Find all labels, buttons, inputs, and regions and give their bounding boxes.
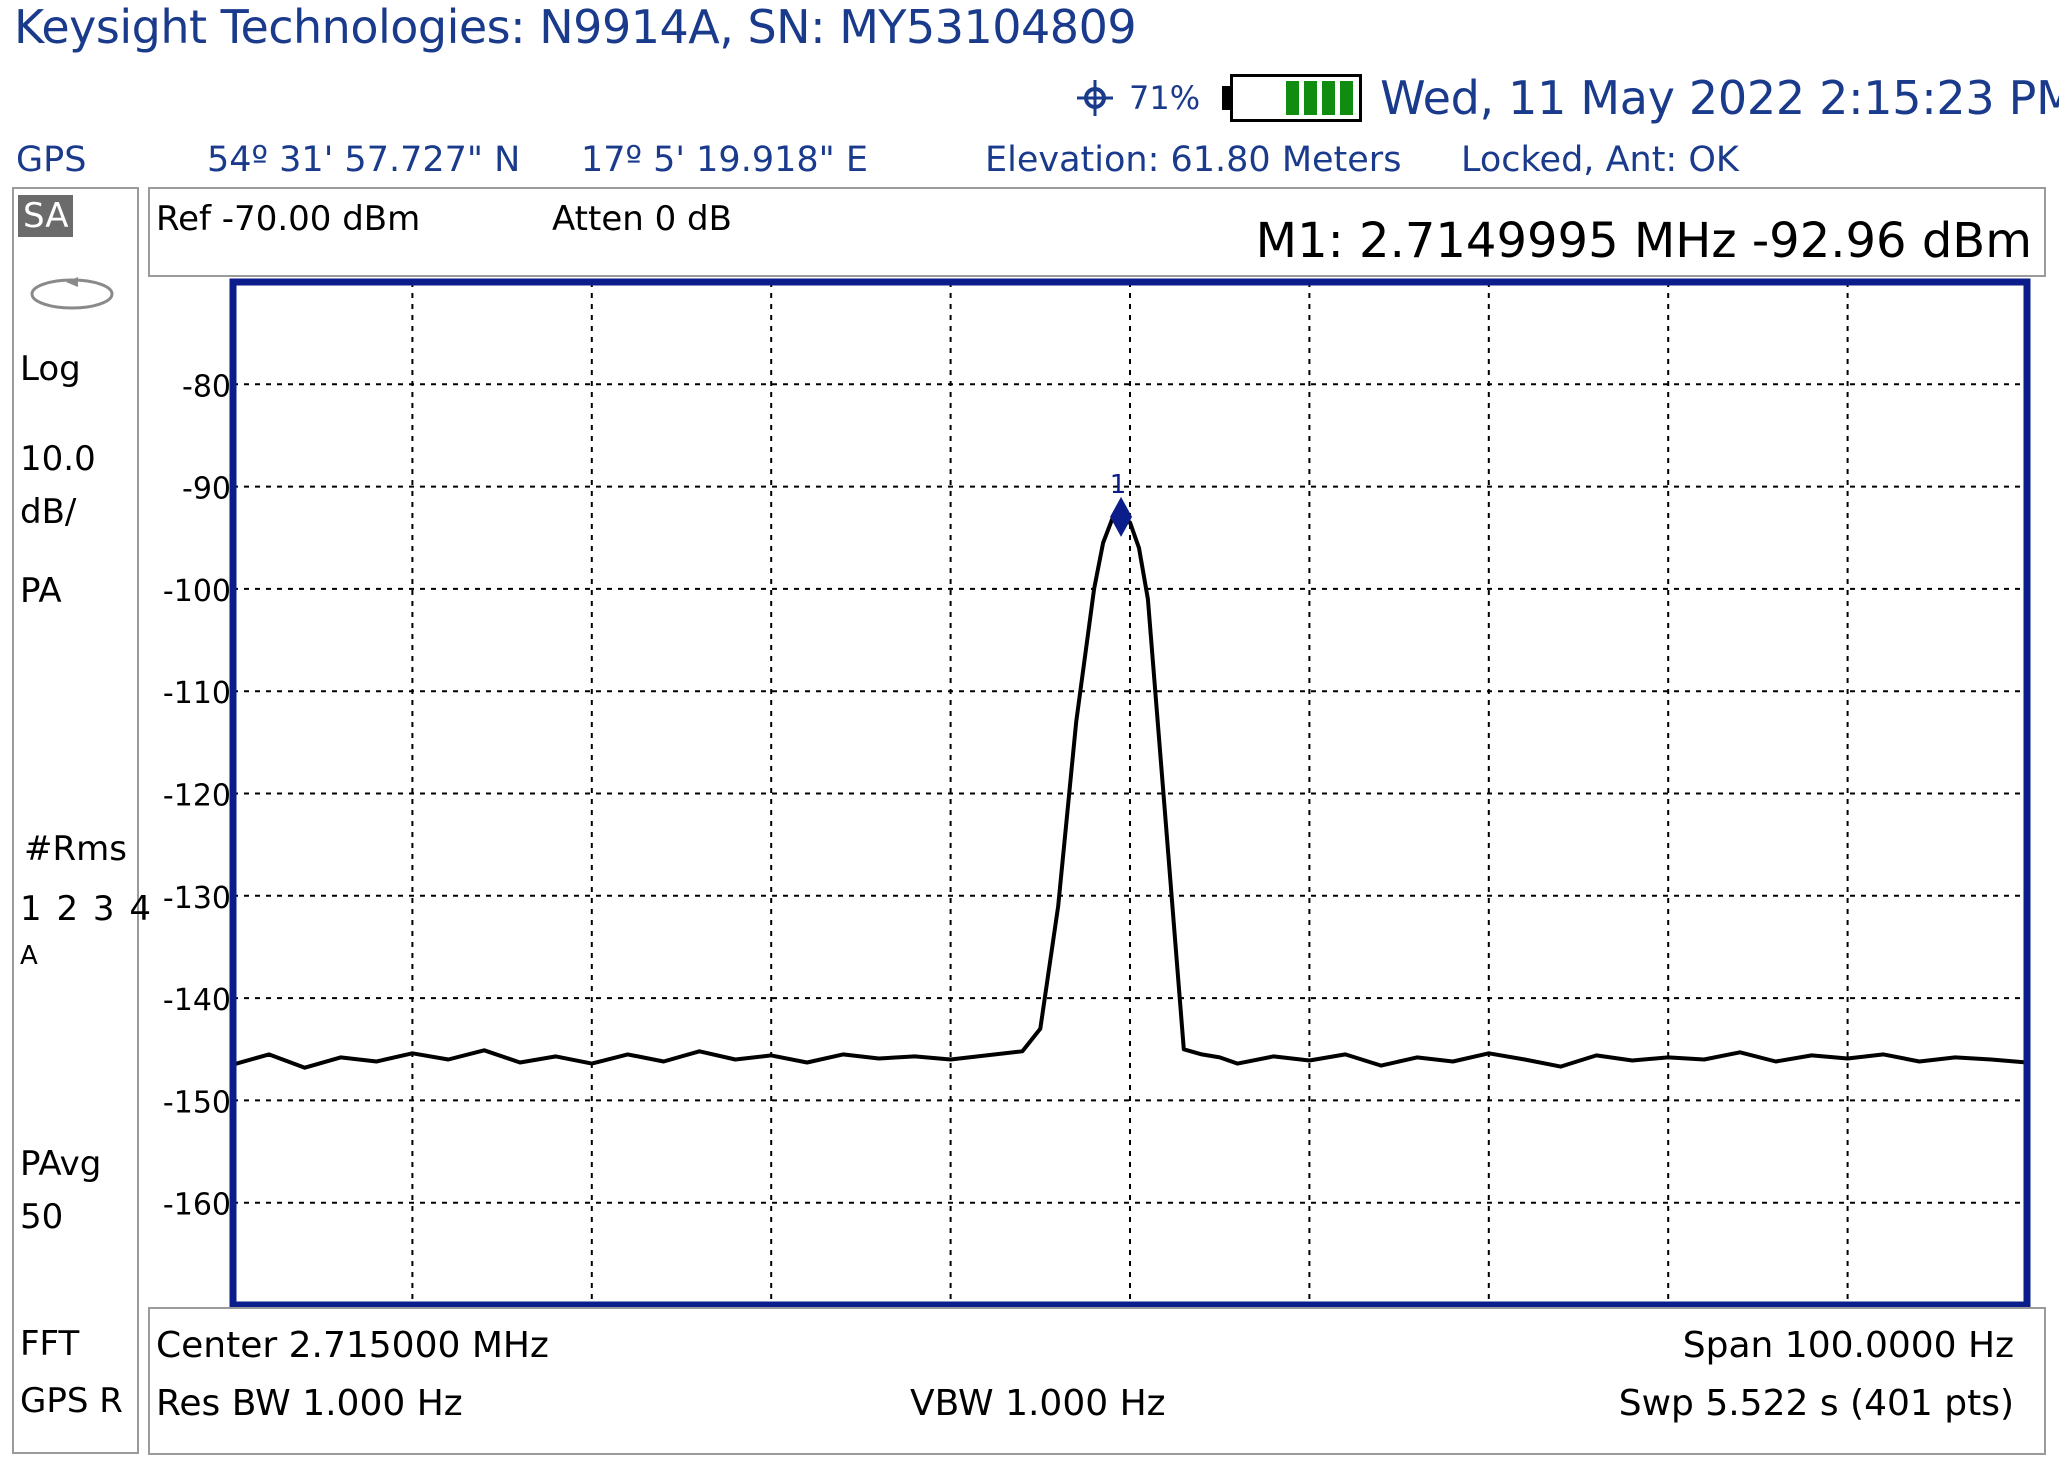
battery-icon <box>1222 74 1363 122</box>
marker-label: 1 <box>1110 470 1127 500</box>
y-tick-label: -140 <box>163 983 231 1018</box>
scale-type: Log <box>20 349 81 389</box>
measurement-header: Ref -70.00 dBm Atten 0 dB M1: 2.7149995 … <box>148 187 2046 277</box>
avg-count: 50 <box>20 1197 64 1237</box>
y-tick-label: -110 <box>163 676 231 711</box>
window-title: Keysight Technologies: N9914A, SN: MY531… <box>14 0 1137 54</box>
gps-crosshair-icon <box>1077 80 1113 116</box>
y-tick-label: -160 <box>163 1188 231 1223</box>
marker-readout: M1: 2.7149995 MHz -92.96 dBm <box>1255 213 2032 269</box>
gps-lock-status: Locked, Ant: OK <box>1461 140 1739 180</box>
plot-frame <box>229 278 2031 1309</box>
y-tick-label: -80 <box>182 369 231 404</box>
measurement-footer: Center 2.715000 MHz Span 100.0000 Hz Res… <box>148 1307 2046 1455</box>
timing-source: GPS R <box>20 1381 123 1421</box>
left-status-panel: SA Log 10.0 dB/ PA #Rms 1 2 3 4 A PAvg 5… <box>12 187 151 1454</box>
avg-label: PAvg <box>20 1144 102 1184</box>
trace-mode: A <box>20 941 38 971</box>
y-tick-label: -120 <box>163 779 231 814</box>
res-bw[interactable]: Res BW 1.000 Hz <box>156 1383 463 1424</box>
y-tick-label: -100 <box>163 574 231 609</box>
trace-numbers: 1 2 3 4 <box>20 889 153 929</box>
scale-value: 10.0 <box>20 439 96 479</box>
gps-latitude: 54º 31' 57.727" N <box>207 140 521 180</box>
y-tick-label: -150 <box>163 1085 231 1120</box>
gps-longitude: 17º 5' 19.918" E <box>581 140 868 180</box>
scale-unit: dB/ <box>20 492 77 532</box>
vbw[interactable]: VBW 1.000 Hz <box>910 1383 1166 1424</box>
attenuation[interactable]: Atten 0 dB <box>552 199 732 239</box>
status-bar: 71% Wed, 11 May 2022 2:15:23 PM <box>1075 68 2059 128</box>
plot-grid <box>233 282 2027 1305</box>
mode-badge[interactable]: SA <box>18 195 74 237</box>
marker-diamond <box>1110 496 1133 537</box>
span[interactable]: Span 100.0000 Hz <box>1682 1325 2014 1366</box>
sweep-time[interactable]: Swp 5.522 s (401 pts) <box>1618 1383 2014 1424</box>
y-tick-label: -90 <box>182 472 231 507</box>
center-frequency[interactable]: Center 2.715000 MHz <box>156 1325 549 1366</box>
y-tick-label: -130 <box>163 881 231 916</box>
gps-elevation: Elevation: 61.80 Meters <box>985 140 1402 180</box>
trace-ellipse-icon <box>30 277 114 310</box>
ref-level[interactable]: Ref -70.00 dBm <box>156 199 421 239</box>
battery-percent: 71% <box>1129 79 1201 117</box>
detector: #Rms <box>24 829 127 869</box>
trace-1 <box>232 514 2028 1070</box>
gps-label: GPS <box>16 140 87 180</box>
sweep-type: FFT <box>20 1324 80 1364</box>
marker-1: 1 <box>1110 470 1133 537</box>
preamp-status: PA <box>20 571 62 611</box>
datetime: Wed, 11 May 2022 2:15:23 PM <box>1380 71 2059 125</box>
y-axis-labels: -80 -90 -100 -110 -120 -130 -140 -150 -160 <box>163 369 231 1222</box>
